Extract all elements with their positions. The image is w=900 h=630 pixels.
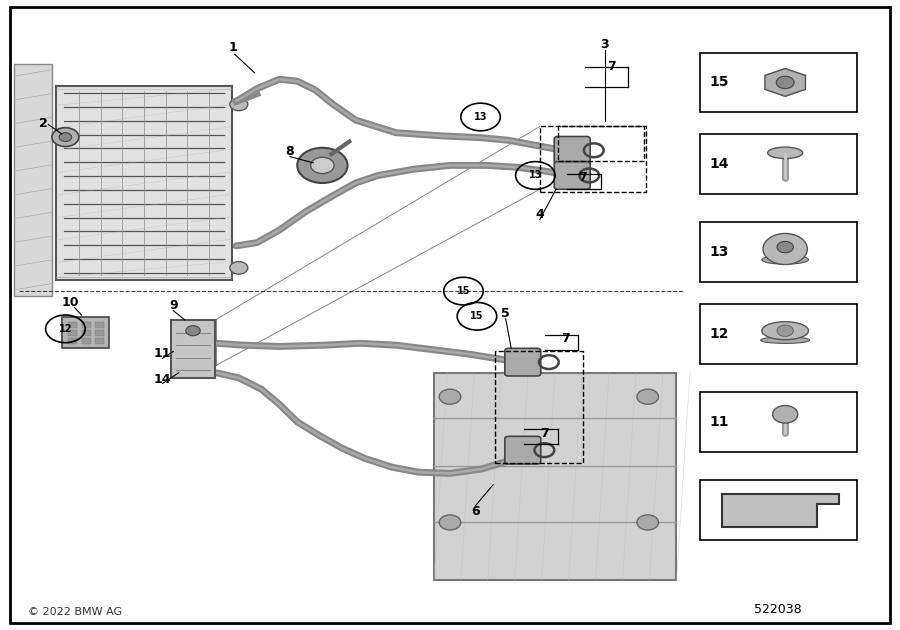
Bar — [68, 322, 77, 328]
Ellipse shape — [761, 322, 808, 340]
Bar — [700, 304, 857, 364]
Text: 15: 15 — [470, 311, 483, 321]
Text: 11: 11 — [710, 415, 729, 429]
Circle shape — [777, 241, 794, 253]
Circle shape — [297, 148, 347, 183]
Ellipse shape — [760, 337, 810, 343]
Text: 12: 12 — [710, 327, 729, 341]
Ellipse shape — [768, 147, 803, 159]
Text: 7: 7 — [608, 60, 616, 73]
Bar — [82, 338, 91, 344]
Circle shape — [777, 76, 794, 89]
Bar — [62, 317, 109, 348]
Circle shape — [439, 515, 461, 530]
Text: 6: 6 — [471, 505, 480, 518]
Bar — [700, 480, 857, 540]
Text: © 2022 BMW AG: © 2022 BMW AG — [28, 607, 122, 617]
Text: 12: 12 — [58, 324, 72, 334]
Bar — [68, 330, 77, 336]
Bar — [558, 127, 644, 161]
Bar — [57, 86, 231, 280]
Text: 11: 11 — [154, 348, 171, 360]
FancyBboxPatch shape — [554, 137, 590, 164]
Text: 13: 13 — [473, 112, 487, 122]
Circle shape — [637, 389, 659, 404]
FancyBboxPatch shape — [505, 348, 541, 376]
Circle shape — [777, 325, 794, 336]
Circle shape — [637, 515, 659, 530]
FancyBboxPatch shape — [434, 373, 677, 580]
Text: 10: 10 — [62, 296, 79, 309]
Polygon shape — [723, 494, 839, 527]
Ellipse shape — [59, 133, 72, 142]
Bar — [700, 222, 857, 282]
Text: 15: 15 — [710, 76, 729, 89]
Bar — [68, 338, 77, 344]
Text: 13: 13 — [528, 171, 542, 180]
Circle shape — [230, 261, 248, 274]
Bar — [82, 330, 91, 336]
Bar — [700, 134, 857, 194]
Text: 7: 7 — [540, 427, 549, 440]
Text: 5: 5 — [501, 307, 510, 320]
Text: 13: 13 — [710, 245, 729, 259]
Ellipse shape — [52, 128, 79, 147]
Text: 1: 1 — [229, 42, 237, 54]
Bar — [82, 322, 91, 328]
Text: 4: 4 — [536, 208, 544, 221]
FancyBboxPatch shape — [171, 320, 214, 378]
Bar — [700, 392, 857, 452]
Circle shape — [763, 234, 807, 265]
Circle shape — [439, 389, 461, 404]
Circle shape — [310, 158, 334, 173]
Bar — [700, 52, 857, 112]
Text: 7: 7 — [579, 171, 588, 185]
Ellipse shape — [761, 255, 808, 264]
Bar — [95, 338, 104, 344]
Text: 15: 15 — [456, 286, 470, 296]
Text: 14: 14 — [710, 157, 729, 171]
Polygon shape — [765, 69, 806, 96]
Bar — [540, 127, 646, 192]
Bar — [495, 351, 583, 462]
Text: 8: 8 — [285, 145, 294, 158]
FancyBboxPatch shape — [505, 437, 541, 464]
Text: 9: 9 — [169, 299, 177, 312]
Text: 7: 7 — [561, 333, 570, 345]
Bar — [95, 322, 104, 328]
Text: 3: 3 — [600, 38, 609, 51]
Circle shape — [185, 326, 200, 336]
Bar — [14, 64, 52, 296]
Text: 14: 14 — [154, 372, 171, 386]
Text: 2: 2 — [40, 117, 49, 130]
Text: 522038: 522038 — [754, 603, 802, 616]
FancyBboxPatch shape — [554, 162, 590, 189]
Bar — [95, 330, 104, 336]
Circle shape — [772, 406, 797, 423]
Circle shape — [230, 98, 248, 111]
